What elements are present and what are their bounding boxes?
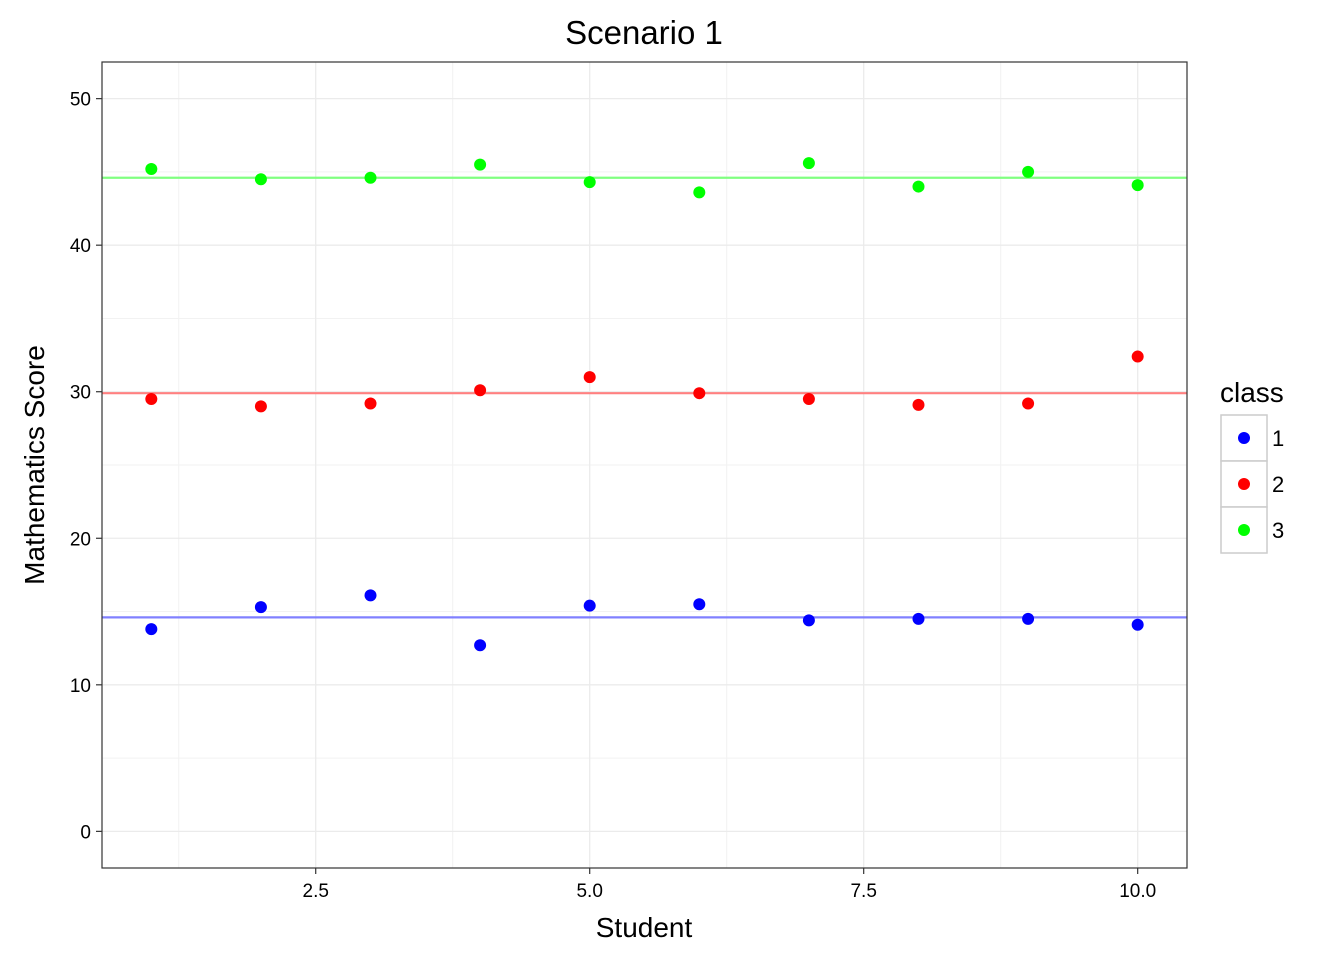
point-class-2-student-4 (474, 384, 487, 397)
point-class-2-student-2 (254, 400, 267, 413)
point-class-1-student-3 (364, 589, 377, 602)
y-tick-label-1: 10 (70, 676, 91, 697)
legend: class 1 2 3 (1220, 377, 1284, 554)
point-class-2-student-7 (802, 393, 815, 406)
y-axis-title: Mathematics Score (19, 345, 50, 585)
y-tick-label-4: 40 (70, 236, 91, 257)
data-points (145, 157, 1144, 652)
point-class-1-student-6 (693, 598, 706, 611)
point-class-1-student-4 (474, 639, 487, 652)
point-class-3-student-7 (802, 157, 815, 170)
point-class-3-student-8 (912, 180, 925, 193)
y-tick-label-2: 20 (70, 529, 91, 550)
point-class-3-student-10 (1131, 179, 1144, 192)
point-class-3-student-1 (145, 162, 158, 175)
x-tick-label-1: 5.0 (576, 881, 602, 902)
y-axis: 0 10 20 30 40 50 (70, 90, 102, 843)
point-class-1-student-5 (583, 599, 596, 612)
point-class-2-student-6 (693, 387, 706, 400)
legend-swatch-2 (1238, 478, 1250, 490)
point-class-1-student-8 (912, 612, 925, 625)
legend-label-1: 1 (1272, 426, 1284, 451)
legend-label-3: 3 (1272, 518, 1284, 543)
grid-minor (102, 62, 1187, 868)
x-tick-label-0: 2.5 (303, 881, 329, 902)
point-class-1-student-7 (802, 614, 815, 627)
x-tick-label-3: 10.0 (1119, 881, 1156, 902)
point-class-1-student-9 (1022, 612, 1035, 625)
point-class-3-student-4 (474, 158, 487, 171)
legend-swatch-1 (1238, 432, 1250, 444)
point-class-2-student-3 (364, 397, 377, 410)
point-class-2-student-10 (1131, 350, 1144, 363)
point-class-3-student-3 (364, 171, 377, 184)
legend-title: class (1220, 377, 1284, 408)
y-tick-label-5: 50 (70, 90, 91, 111)
plot-border (101, 61, 1188, 869)
mean-lines (102, 176, 1187, 619)
point-class-3-student-2 (254, 173, 267, 186)
point-class-2-student-9 (1022, 397, 1035, 410)
point-class-1-student-10 (1131, 618, 1144, 631)
point-class-3-student-6 (693, 186, 706, 199)
legend-swatch-3 (1238, 524, 1250, 536)
point-class-2-student-5 (583, 371, 596, 384)
point-class-2-student-8 (912, 398, 925, 411)
point-class-1-student-1 (145, 623, 158, 636)
x-tick-label-2: 7.5 (850, 881, 876, 902)
point-class-3-student-9 (1022, 165, 1035, 178)
y-tick-label-3: 30 (70, 383, 91, 404)
point-class-3-student-5 (583, 176, 596, 189)
chart-title: Scenario 1 (565, 14, 723, 51)
y-tick-label-0: 0 (80, 822, 91, 843)
legend-label-2: 2 (1272, 472, 1284, 497)
point-class-2-student-1 (145, 393, 158, 406)
grid-major (102, 62, 1187, 868)
point-class-1-student-2 (254, 601, 267, 614)
x-axis: 2.5 5.0 7.5 10.0 (303, 868, 1156, 902)
x-axis-title: Student (596, 912, 693, 943)
